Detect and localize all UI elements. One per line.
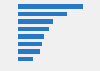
Bar [18,34,44,39]
Bar [18,27,49,31]
Bar [18,4,83,9]
Bar [18,19,53,24]
Bar [18,57,33,61]
Bar [18,49,40,54]
Bar [18,42,42,46]
Bar [18,12,67,16]
